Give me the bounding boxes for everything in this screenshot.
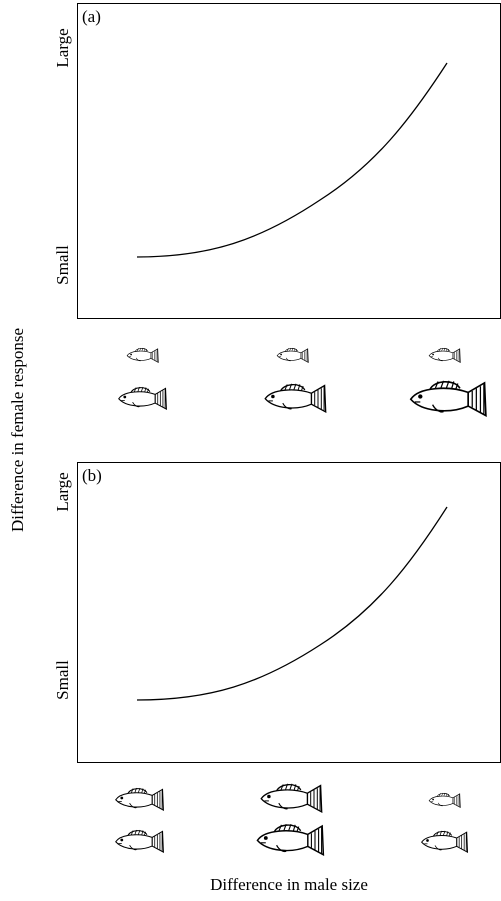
- fish-icon: [127, 348, 158, 362]
- panel-label: (a): [82, 7, 101, 26]
- fish-icon: [411, 381, 486, 416]
- fish-icon: [429, 348, 460, 362]
- fish-icon: [119, 387, 167, 409]
- figure: Difference in female response (a) Large …: [0, 0, 501, 901]
- fish-icon: [116, 830, 164, 852]
- x-axis-label: Difference in male size: [210, 875, 368, 894]
- y-high-label: Large: [53, 472, 72, 511]
- y-low-label: Small: [53, 245, 72, 285]
- curve: [137, 507, 447, 700]
- y-low-label: Small: [53, 660, 72, 700]
- y-axis-label: Difference in female response: [8, 328, 27, 532]
- curve: [137, 63, 447, 257]
- panel-label: (b): [82, 466, 102, 485]
- fish-icon: [422, 831, 468, 852]
- panel-frame: [78, 463, 501, 763]
- fish-icon: [116, 788, 164, 810]
- fish-icon: [261, 784, 322, 812]
- panel-frame: [78, 4, 501, 319]
- fish-icon: [277, 348, 308, 362]
- fish-icon: [257, 824, 323, 855]
- fish-icon: [265, 384, 326, 412]
- y-high-label: Large: [53, 28, 72, 67]
- fish-icon: [429, 793, 460, 807]
